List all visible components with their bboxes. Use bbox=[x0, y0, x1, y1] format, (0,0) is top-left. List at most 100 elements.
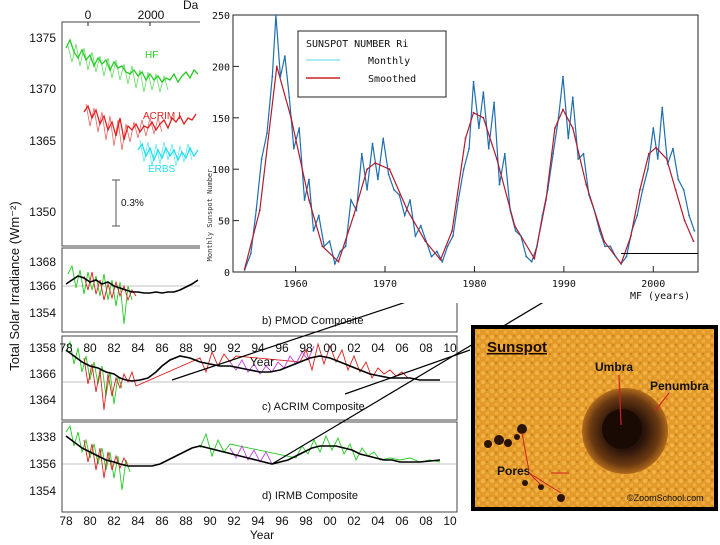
x-axis-label: Year bbox=[250, 528, 274, 540]
top-axis-tick-label: 0 bbox=[85, 8, 92, 22]
monthly-point bbox=[588, 194, 590, 196]
smoothed-point bbox=[683, 219, 686, 222]
monthly-point bbox=[520, 235, 522, 237]
monthly-point bbox=[298, 127, 301, 129]
smoothed-point bbox=[603, 240, 606, 243]
x-tick-label: 00 bbox=[323, 341, 337, 355]
monthly-point bbox=[387, 173, 390, 176]
monthly-point bbox=[567, 137, 570, 140]
monthly-point bbox=[382, 137, 385, 140]
monthly-point bbox=[582, 152, 585, 155]
x-tick-label: 08 bbox=[419, 514, 433, 528]
panel-d-tick-label: 1354 bbox=[29, 484, 56, 498]
x-tick-label: 10 bbox=[443, 514, 457, 528]
smoothed-point bbox=[545, 199, 547, 201]
smoothed-point bbox=[451, 229, 453, 232]
photo-credit: ©ZoomSchool.com bbox=[627, 493, 704, 503]
ssn-x-tick-label: 1990 bbox=[552, 279, 576, 290]
monthly-point bbox=[334, 262, 336, 265]
x-tick-label: 04 bbox=[371, 514, 385, 528]
monthly-point bbox=[452, 235, 454, 237]
smoothed-point bbox=[352, 214, 355, 217]
panel-b-hf-trace bbox=[67, 264, 133, 325]
ssn-x-axis-label: MF (years) bbox=[630, 291, 690, 302]
x-tick-label: 02 bbox=[347, 514, 361, 528]
monthly-point bbox=[514, 229, 517, 232]
smoothed-point bbox=[337, 260, 340, 263]
monthly-point bbox=[661, 106, 664, 109]
hf-trace bbox=[65, 38, 199, 84]
monthly-point bbox=[283, 55, 286, 58]
monthly-point bbox=[656, 158, 659, 160]
ssn-y-tick-label: 250 bbox=[212, 11, 230, 22]
monthly-point bbox=[577, 158, 580, 160]
monthly-point bbox=[430, 255, 433, 258]
smoothed-point bbox=[674, 188, 677, 191]
monthly-point bbox=[666, 163, 669, 165]
x-tick-label: 98 bbox=[299, 341, 313, 355]
panel-d-mean-trace bbox=[65, 435, 441, 467]
smoothed-point bbox=[513, 224, 516, 227]
scale-bar-label: 0.3% bbox=[121, 198, 144, 209]
umbra-pointer bbox=[618, 374, 622, 426]
hf-label: HF bbox=[145, 50, 158, 61]
umbra-region bbox=[602, 409, 642, 449]
monthly-point bbox=[308, 178, 310, 181]
upper-tick-label: 1365 bbox=[29, 134, 56, 148]
panel-c-title: c) ACRIM Composite bbox=[262, 401, 365, 413]
panel-d-tick-label: 1338 bbox=[29, 430, 56, 444]
smoothed-point bbox=[424, 240, 427, 243]
umbra-label: Umbra bbox=[595, 360, 633, 374]
pores-pointers bbox=[521, 432, 569, 494]
monthly-point bbox=[344, 245, 347, 248]
x-tick-label: 88 bbox=[179, 341, 193, 355]
x-tick-label: 80 bbox=[83, 514, 97, 528]
monthly-point bbox=[598, 229, 601, 232]
smoothed-point bbox=[472, 111, 475, 114]
monthly-point bbox=[339, 250, 342, 253]
monthly-point bbox=[260, 158, 263, 160]
monthly-point bbox=[409, 199, 411, 201]
x-tick-label: 88 bbox=[179, 514, 193, 528]
monthly-point bbox=[323, 245, 326, 248]
smoothed-series-line bbox=[244, 66, 695, 270]
penumbra-label: Penumbra bbox=[650, 379, 709, 393]
monthly-point bbox=[647, 168, 649, 171]
smoothed-point bbox=[665, 158, 668, 160]
panel-d-green2-trace bbox=[199, 432, 441, 463]
ssn-legend-box bbox=[297, 30, 447, 98]
monthly-point bbox=[562, 75, 564, 78]
panel-b-tick-label: 1354 bbox=[29, 306, 56, 320]
monthly-point bbox=[271, 75, 274, 78]
monthly-point bbox=[541, 214, 544, 217]
x-tick-label: 90 bbox=[203, 341, 217, 355]
x-tick-label: 06 bbox=[395, 514, 409, 528]
smoothed-point bbox=[464, 137, 467, 140]
legend-label-smoothed: Smoothed bbox=[368, 74, 416, 85]
x-tick-label: 84 bbox=[131, 341, 145, 355]
panel-d-title: d) IRMB Composite bbox=[262, 490, 358, 502]
monthly-point bbox=[688, 214, 690, 217]
x-tick-label: 10 bbox=[443, 341, 457, 355]
monthly-point bbox=[292, 147, 295, 150]
smoothed-point bbox=[562, 108, 564, 111]
smoothed-point bbox=[630, 235, 632, 237]
monthly-point bbox=[682, 188, 685, 191]
smoothed-point bbox=[243, 268, 246, 270]
monthly-point bbox=[275, 14, 277, 16]
monthly-point bbox=[693, 229, 696, 232]
panel-c-tick-label: 1358 bbox=[29, 341, 56, 355]
monthly-point bbox=[530, 260, 533, 263]
monthly-point bbox=[462, 168, 465, 171]
ssn-y-axis-label: Monthly Sunspot Number bbox=[206, 169, 214, 262]
x-tick-label: 92 bbox=[227, 514, 241, 528]
monthly-point bbox=[414, 235, 417, 237]
panel-d-acrim-trace bbox=[83, 439, 129, 479]
monthly-point bbox=[482, 91, 485, 93]
erbs-trace-noise bbox=[139, 139, 193, 167]
x-tick-label: 78 bbox=[59, 341, 73, 355]
sunspot-number-chart: 0 50 100 150 200 250 1960 1970 1980 1990 2000 SUNS… bbox=[200, 3, 716, 303]
monthly-point bbox=[677, 178, 680, 181]
sunspot-chart-svg: 0 50 100 150 200 250 1960 1970 1980 1990 2000 SUNS… bbox=[206, 11, 699, 302]
penumbra-pointer bbox=[654, 392, 670, 412]
